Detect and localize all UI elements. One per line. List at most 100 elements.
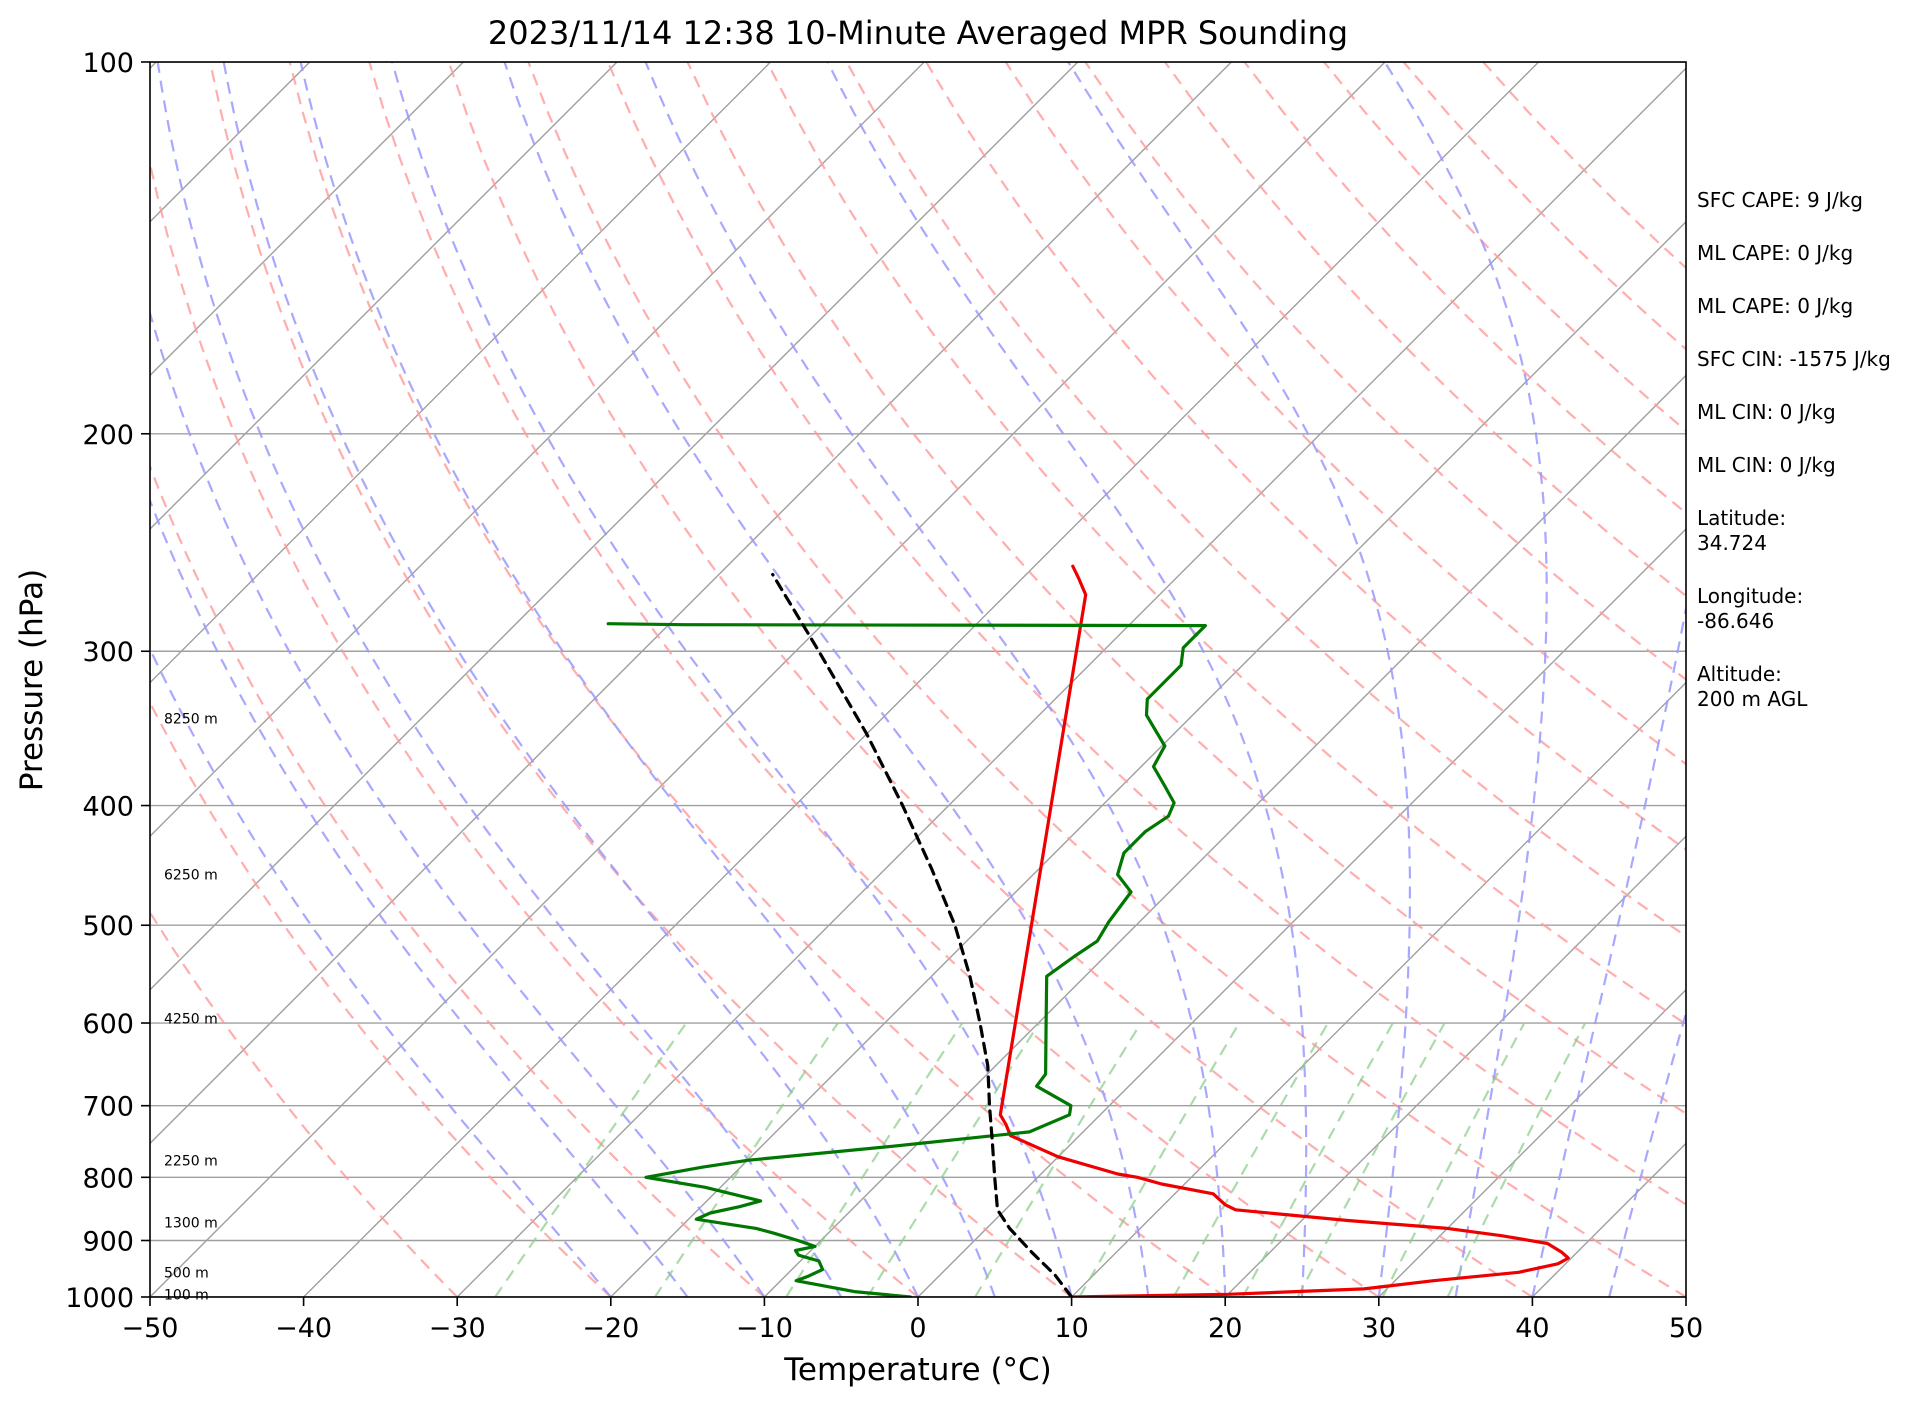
isotherm-line <box>150 62 1386 1297</box>
dry-adiabat-line <box>150 159 919 1297</box>
height-label: 8250 m <box>164 711 218 727</box>
x-tick-label: 40 <box>1515 1313 1549 1344</box>
sfc-cin: SFC CIN: -1575 J/kg <box>1697 347 1891 371</box>
y-tick-label: 100 <box>82 48 134 79</box>
isotherm-line <box>150 62 464 377</box>
dry-adiabat-line <box>766 62 1686 1026</box>
mixing-ratio-line <box>1172 1022 1329 1297</box>
y-tick-label: 900 <box>82 1226 134 1257</box>
mixing-ratio-line <box>1446 1022 1587 1297</box>
isotherm-line <box>1071 681 1686 1297</box>
moist-adiabat-line <box>1383 62 1548 1297</box>
height-label: 500 m <box>164 1265 209 1281</box>
height-label: 1300 m <box>164 1215 218 1231</box>
isotherm-line <box>150 62 1079 991</box>
x-tick-label: 20 <box>1208 1313 1242 1344</box>
reference-lines <box>150 62 1686 1297</box>
mixing-ratio-line <box>1078 1022 1241 1297</box>
height-labels: 8250 m 6250 m 4250 m 2250 m 1300 m 500 m 100 m <box>164 711 218 1303</box>
y-tick-label: 1000 <box>65 1283 134 1314</box>
altitude-info: Altitude: 200 m AGL <box>1697 662 1922 712</box>
moist-adiabat-line <box>391 62 1073 1297</box>
ml-cin: ML CIN: 0 J/kg <box>1697 400 1836 424</box>
isotherm-line <box>763 374 1686 1297</box>
isotherm-line <box>1378 988 1686 1297</box>
isotherm-line <box>456 67 1686 1297</box>
mixing-ratio-line <box>494 1022 688 1297</box>
mixing-ratio-line <box>653 1022 839 1297</box>
y-tick-label: 300 <box>82 637 134 668</box>
x-axis-label: Temperature (°C) <box>783 1352 1052 1388</box>
mixing-ratio-line <box>1296 1022 1446 1297</box>
altitude-value: 200 m AGL <box>1697 687 1808 711</box>
moist-adiabat-line <box>1531 602 1686 1297</box>
y-tick-label: 400 <box>82 792 134 823</box>
moist-adiabat-line <box>1067 62 1411 1297</box>
moist-adiabat-line <box>503 62 1150 1297</box>
dry-adiabat-line <box>1164 62 1686 598</box>
dry-adiabat-line <box>447 62 1533 1297</box>
x-axis: −50 −40 −30 −20 −10 0 10 20 30 40 50 <box>122 1297 1703 1344</box>
x-tick-label: 30 <box>1362 1313 1396 1344</box>
temperature-line <box>998 564 1570 1297</box>
x-tick-label: −40 <box>275 1313 332 1344</box>
y-axis: 100 200 300 400 500 600 700 800 900 1000 <box>65 48 150 1314</box>
dry-adiabat-line <box>288 62 1226 1297</box>
dry-adiabat-line <box>1084 62 1686 681</box>
dry-adiabat-line <box>606 62 1686 1206</box>
x-tick-label: 0 <box>909 1313 926 1344</box>
latitude-value: 34.724 <box>1697 531 1767 555</box>
dry-adiabat-line <box>1004 62 1686 766</box>
x-tick-label: 50 <box>1669 1313 1703 1344</box>
sfc-cape: SFC CAPE: 9 J/kg <box>1697 188 1863 212</box>
dry-adiabat-line <box>150 700 612 1297</box>
x-tick-label: −50 <box>122 1313 179 1344</box>
mixing-ratio-line <box>974 1022 1142 1297</box>
isotherm-line <box>150 62 772 684</box>
height-label: 6250 m <box>164 868 218 884</box>
longitude-value: -86.646 <box>1697 609 1775 633</box>
y-axis-label: Pressure (hPa) <box>14 569 50 791</box>
mixing-ratio-line <box>1381 1022 1526 1297</box>
longitude-info: Longitude: -86.646 <box>1697 584 1922 634</box>
height-label: 100 m <box>164 1287 209 1303</box>
parcel-path-line <box>771 572 1074 1297</box>
y-tick-label: 200 <box>82 420 134 451</box>
moist-adiabat-line <box>150 309 766 1297</box>
ml-cape-repeat: ML CAPE: 0 J/kg <box>1697 294 1854 318</box>
longitude-label: Longitude: <box>1697 584 1804 608</box>
dewpoint-line <box>606 622 1207 1297</box>
latitude-label: Latitude: <box>1697 506 1787 530</box>
isotherm-line <box>917 528 1686 1297</box>
ml-cin-repeat: ML CIN: 0 J/kg <box>1697 453 1836 477</box>
moist-adiabat-line <box>222 62 919 1297</box>
mixing-ratio-line <box>866 1022 1041 1297</box>
mixing-ratio-line <box>1241 1022 1394 1297</box>
y-tick-label: 700 <box>82 1092 134 1123</box>
moist-adiabat-line <box>156 62 843 1297</box>
sounding-stats: SFC CAPE: 9 J/kg ML CAPE: 0 J/kg ML CAPE… <box>1697 188 1922 740</box>
moist-adiabat-line <box>299 62 996 1297</box>
x-tick-label: −30 <box>429 1313 486 1344</box>
ml-cape: ML CAPE: 0 J/kg <box>1697 241 1854 265</box>
altitude-label: Altitude: <box>1697 662 1782 686</box>
isotherm-line <box>150 62 618 530</box>
isotherm-line <box>303 62 1540 1297</box>
dry-adiabat-line <box>527 62 1686 1297</box>
x-tick-label: 10 <box>1054 1313 1088 1344</box>
isotherm-line <box>150 62 1232 1145</box>
x-tick-label: −10 <box>736 1313 793 1344</box>
dry-adiabat-line <box>209 62 1073 1297</box>
moist-adiabat-line <box>150 497 689 1297</box>
height-label: 4250 m <box>164 1012 218 1028</box>
moist-adiabat-line <box>826 62 1308 1297</box>
latitude-info: Latitude: 34.724 <box>1697 506 1922 556</box>
dry-adiabat-line <box>686 62 1686 1115</box>
sounding-series <box>606 564 1570 1297</box>
height-label: 2250 m <box>164 1153 218 1169</box>
dry-adiabat-line <box>150 463 766 1297</box>
y-tick-label: 500 <box>82 911 134 942</box>
x-tick-label: −20 <box>582 1313 639 1344</box>
isotherm-line <box>1224 835 1686 1297</box>
